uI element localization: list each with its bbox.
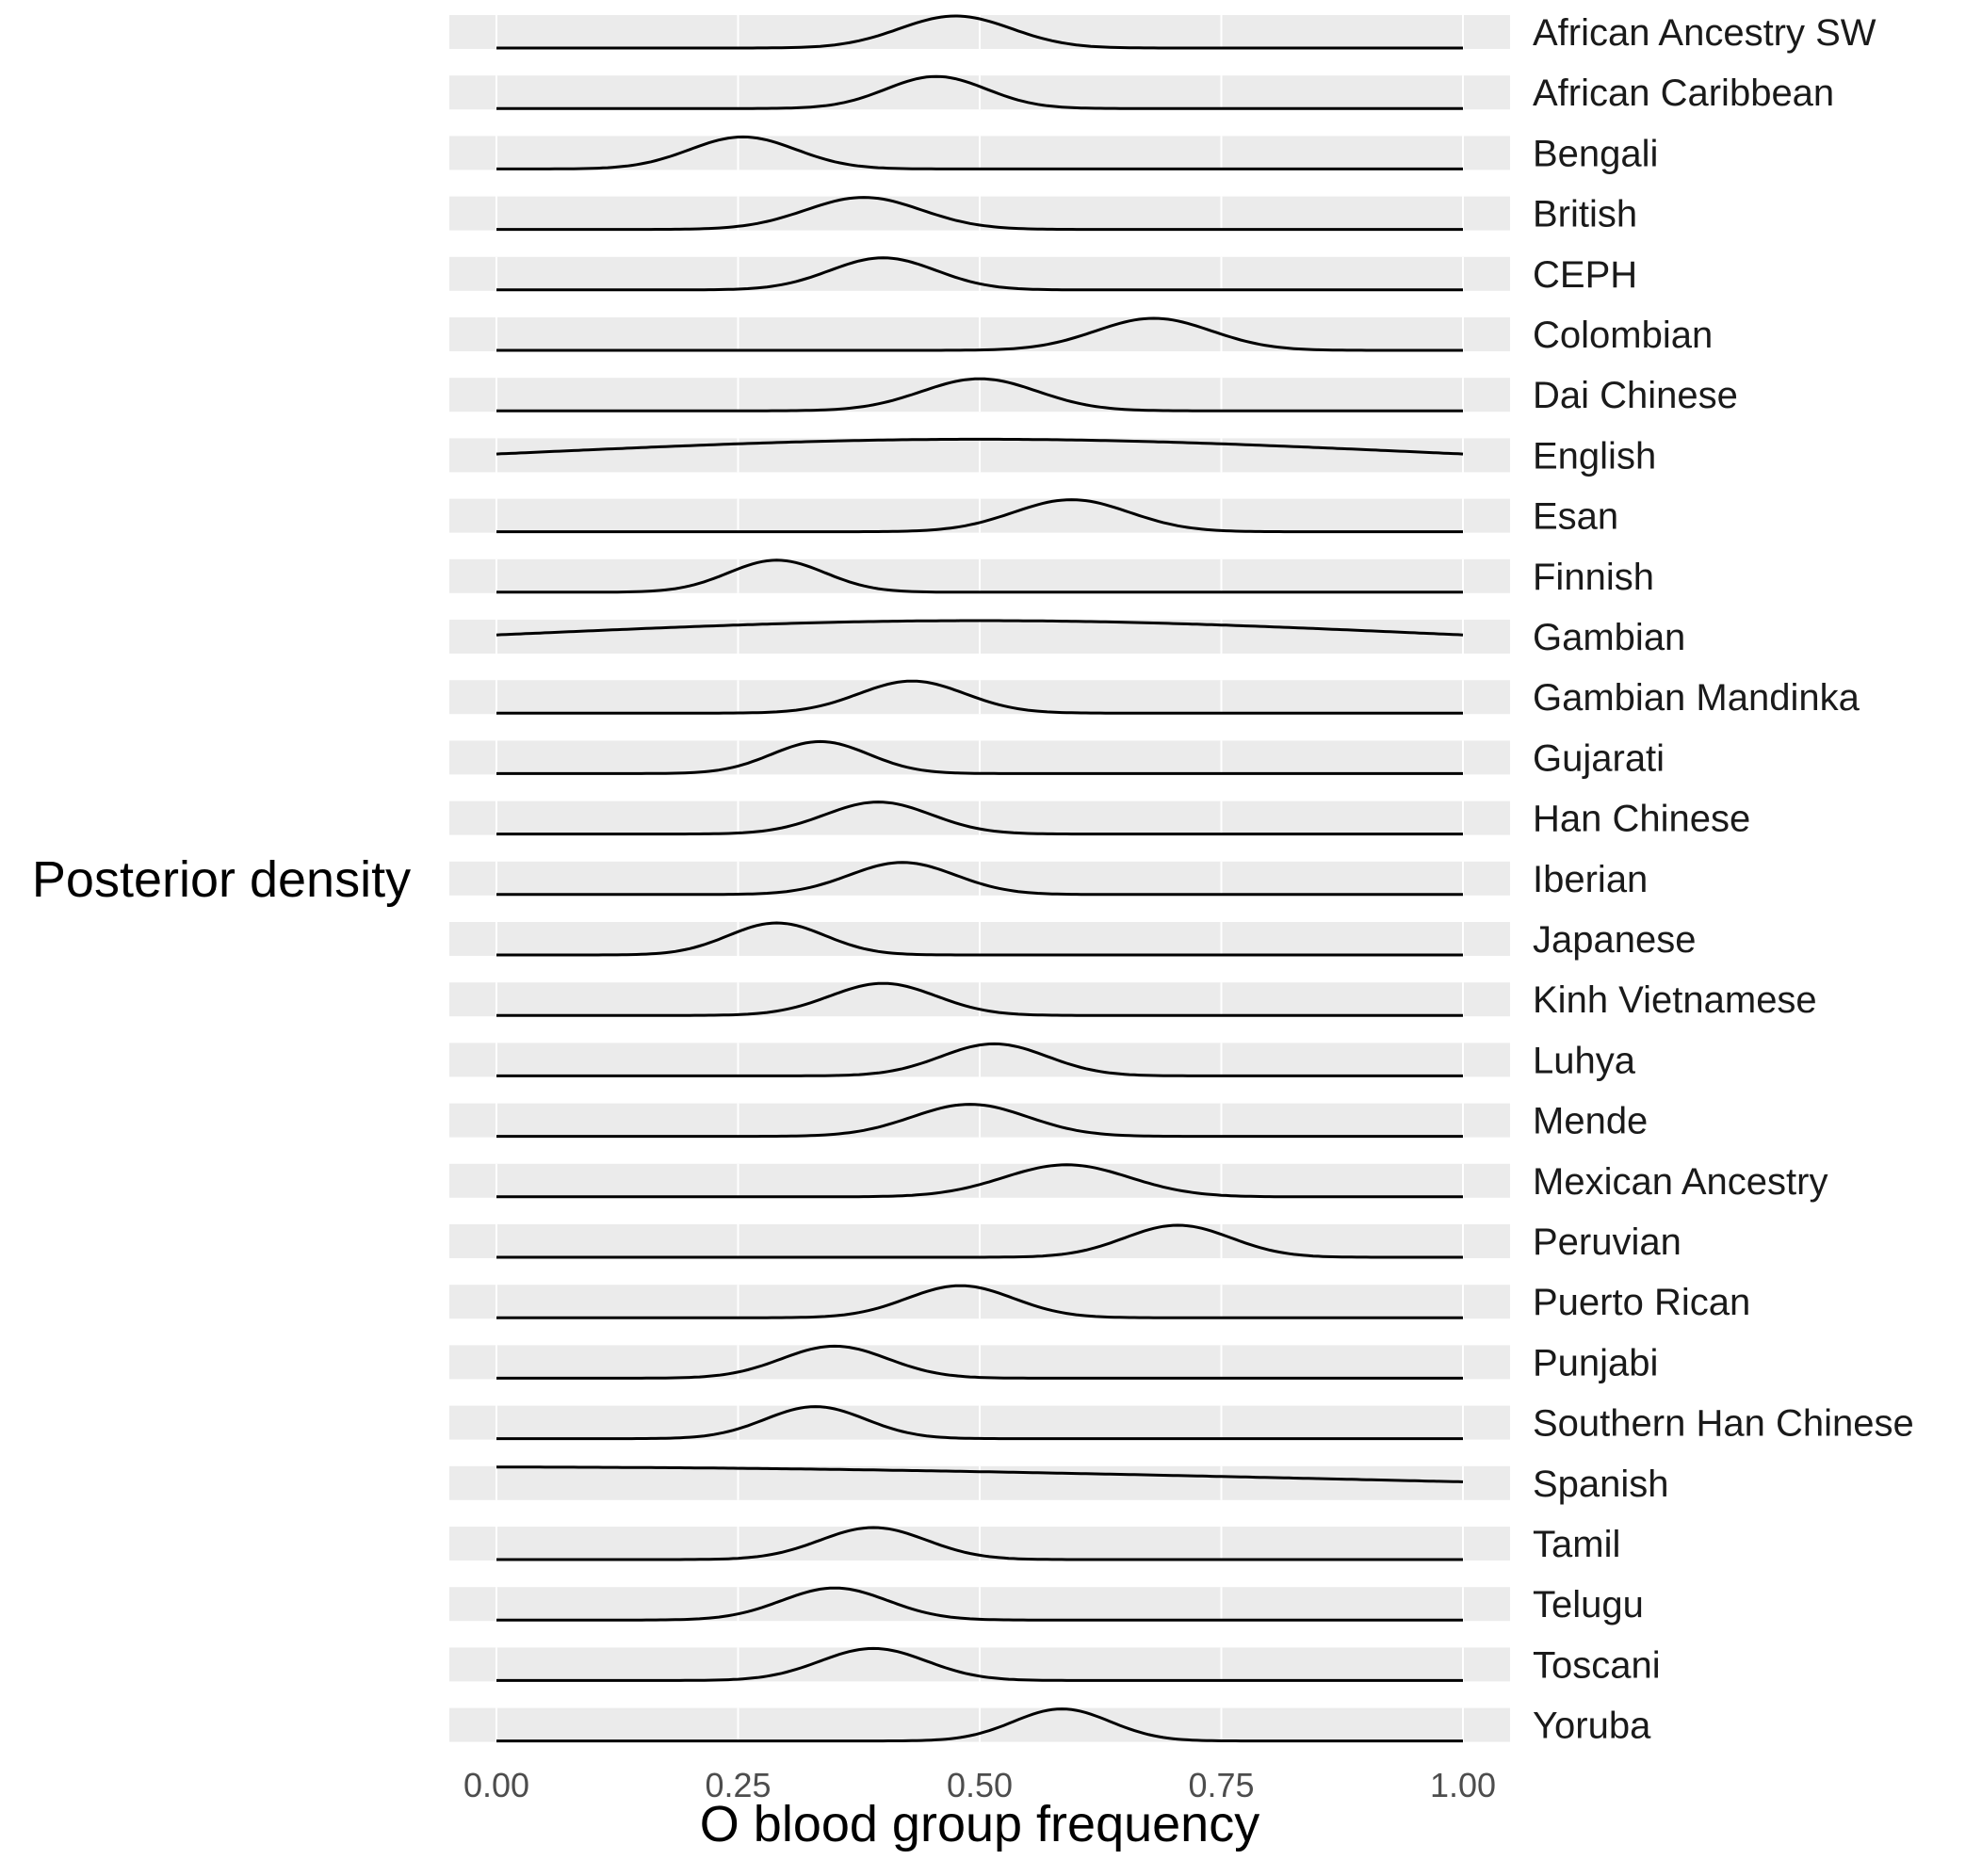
density-curve	[496, 1042, 1463, 1077]
strip-label: Gujarati	[1533, 737, 1665, 779]
strip-label: British	[1533, 194, 1637, 235]
density-curve	[496, 861, 1463, 897]
strip-label: Southern Han Chinese	[1533, 1403, 1914, 1445]
density-curve	[496, 921, 1463, 957]
density-curve	[496, 1223, 1463, 1259]
density-curve	[496, 437, 1464, 456]
density-curve	[496, 679, 1463, 715]
density-curve	[496, 377, 1463, 412]
density-curve	[496, 196, 1463, 232]
density-curves	[496, 14, 1464, 1743]
density-curve	[496, 981, 1463, 1017]
density-curve	[496, 498, 1463, 534]
strip-label: Esan	[1533, 496, 1618, 538]
strip-label: Telugu	[1533, 1584, 1644, 1625]
strip-label: Spanish	[1533, 1464, 1669, 1505]
strip-label: Finnish	[1533, 557, 1654, 598]
density-curve	[496, 1344, 1463, 1380]
density-curve	[496, 135, 1463, 170]
density-curve	[496, 1405, 1463, 1441]
strip-label: CEPH	[1533, 254, 1637, 296]
strip-label: Peruvian	[1533, 1221, 1681, 1263]
x-tick-label: 1.00	[1430, 1766, 1496, 1804]
strip-label: Puerto Rican	[1533, 1282, 1750, 1323]
density-curve	[496, 619, 1464, 637]
density-curve	[496, 14, 1463, 50]
strip-label: Toscani	[1533, 1644, 1661, 1686]
x-axis-title: O blood group frequency	[700, 1796, 1259, 1852]
x-tick-label: 0.25	[705, 1766, 771, 1804]
strip-label: Kinh Vietnamese	[1533, 979, 1817, 1021]
x-tick-label: 0.50	[947, 1766, 1013, 1804]
strip-label: Luhya	[1533, 1040, 1636, 1081]
strip-label: Bengali	[1533, 133, 1658, 174]
panels	[449, 15, 1510, 1742]
strip-label: Gambian	[1533, 617, 1685, 658]
density-curve	[496, 1526, 1463, 1561]
strip-labels: African Ancestry SW African Caribbean Beng…	[1533, 12, 1914, 1747]
strip-label: Punjabi	[1533, 1342, 1658, 1383]
density-curve	[496, 1103, 1463, 1139]
strip-label: English	[1533, 435, 1656, 477]
density-curve	[496, 1707, 1463, 1743]
strip-label: African Ancestry SW	[1533, 12, 1876, 54]
y-axis-title: Posterior density	[32, 851, 411, 908]
strip-label: Mexican Ancestry	[1533, 1161, 1828, 1203]
strip-label: Han Chinese	[1533, 799, 1750, 840]
strip-label: Gambian Mandinka	[1533, 677, 1860, 719]
density-curve	[496, 1465, 1464, 1483]
density-curve	[496, 74, 1463, 110]
strip-label: Mende	[1533, 1101, 1648, 1142]
strip-label: Iberian	[1533, 859, 1648, 900]
density-curve	[496, 1163, 1463, 1199]
strip-label: African Caribbean	[1533, 73, 1834, 114]
x-tick-label: 0.75	[1188, 1766, 1254, 1804]
strip-label: Yoruba	[1533, 1706, 1651, 1747]
density-curve	[496, 801, 1463, 836]
strip-label: Colombian	[1533, 315, 1713, 356]
strip-label: Japanese	[1533, 919, 1696, 961]
density-curve	[496, 256, 1463, 292]
strip-label: Tamil	[1533, 1524, 1620, 1565]
density-curve	[496, 1586, 1463, 1622]
density-curve	[496, 316, 1463, 352]
strip-label: Dai Chinese	[1533, 375, 1738, 416]
x-tick-label: 0.00	[463, 1766, 529, 1804]
density-curve	[496, 1284, 1463, 1319]
x-axis-ticks: 0.00 0.25 0.50 0.75 1.00	[463, 1766, 1496, 1804]
density-curve	[496, 1646, 1463, 1682]
density-curve	[496, 739, 1463, 775]
density-curve	[496, 558, 1463, 594]
